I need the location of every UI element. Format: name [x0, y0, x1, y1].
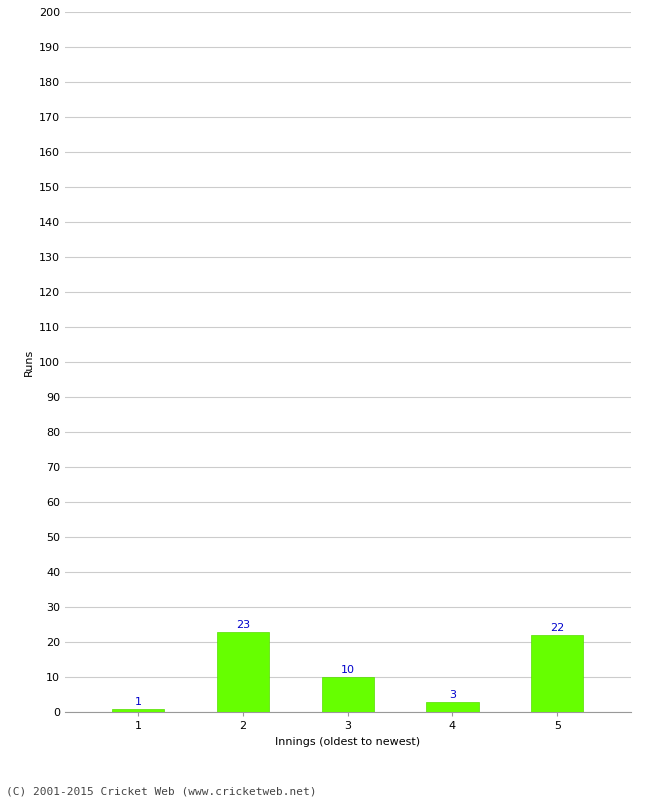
- Bar: [426, 702, 478, 712]
- Text: 3: 3: [449, 690, 456, 700]
- Text: 10: 10: [341, 666, 355, 675]
- Bar: [322, 677, 374, 712]
- Bar: [531, 635, 584, 712]
- Bar: [112, 709, 164, 712]
- Text: 23: 23: [236, 620, 250, 630]
- Y-axis label: Runs: Runs: [23, 348, 33, 376]
- Text: (C) 2001-2015 Cricket Web (www.cricketweb.net): (C) 2001-2015 Cricket Web (www.cricketwe…: [6, 786, 317, 796]
- Bar: [217, 631, 269, 712]
- X-axis label: Innings (oldest to newest): Innings (oldest to newest): [275, 737, 421, 746]
- Text: 22: 22: [550, 623, 564, 634]
- Text: 1: 1: [135, 697, 142, 706]
